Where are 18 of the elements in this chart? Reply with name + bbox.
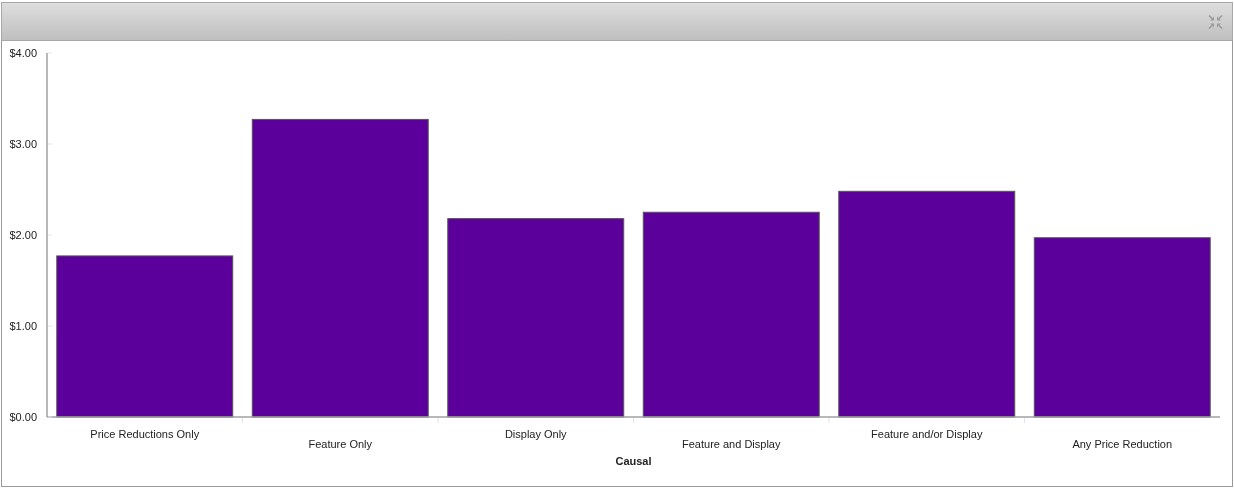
bar xyxy=(642,211,820,418)
x-tick-label: Feature and Display xyxy=(682,438,781,450)
y-tick-label: $1.00 xyxy=(9,319,37,332)
x-tick-label: Price Reductions Only xyxy=(90,428,200,440)
x-axis-title: Causal xyxy=(615,455,652,467)
y-tick-label: $4.00 xyxy=(9,46,37,59)
x-tick-label: Display Only xyxy=(504,428,568,440)
x-tick-label: Any Price Reduction xyxy=(1072,438,1173,450)
bar xyxy=(1033,237,1211,418)
y-tick-label: $2.00 xyxy=(9,228,37,241)
x-tick-label: Feature and/or Display xyxy=(871,428,983,440)
bar xyxy=(838,190,1016,418)
bar xyxy=(251,118,429,418)
x-tick-label: Feature Only xyxy=(308,438,373,450)
bar xyxy=(56,255,234,418)
bar xyxy=(447,218,625,418)
y-tick-label: $0.00 xyxy=(9,410,37,423)
y-tick-label: $3.00 xyxy=(9,137,37,150)
